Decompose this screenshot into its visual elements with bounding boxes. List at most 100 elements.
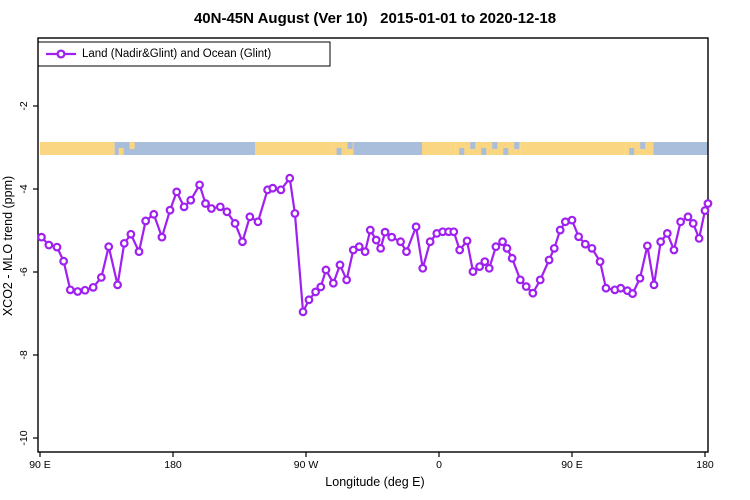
data-point-marker [172, 187, 182, 197]
data-point-marker [360, 247, 370, 257]
data-point-marker [380, 227, 390, 237]
data-point-marker [245, 212, 255, 222]
data-point-marker [396, 237, 405, 247]
surface-band-speck-ocean [459, 148, 465, 155]
data-point-marker [649, 280, 659, 290]
data-point-marker [371, 235, 381, 245]
data-point-marker [321, 265, 331, 275]
data-point-marker [468, 267, 478, 276]
data-point-marker [119, 238, 129, 248]
data-point-marker [276, 185, 286, 195]
surface-band-speck-ocean [514, 142, 520, 149]
surface-band-speck-land [118, 148, 124, 155]
data-point-marker [96, 272, 106, 282]
chart-title: 40N-45N August (Ver 10) 2015-01-01 to 20… [193, 10, 557, 27]
data-point-marker [44, 240, 54, 250]
data-point-marker [222, 207, 232, 217]
data-point-marker [703, 199, 713, 208]
data-point-marker [201, 199, 210, 208]
data-point-marker [238, 237, 247, 247]
surface-band-speck-ocean [347, 142, 353, 149]
data-point-marker [165, 205, 175, 215]
data-point-marker [311, 287, 321, 297]
x-axis-label: Longitude (deg E) [325, 475, 425, 489]
surface-band-speck-ocean [492, 142, 498, 149]
data-point-marker [521, 282, 531, 291]
data-point-marker [215, 202, 225, 212]
x-tick-label: 180 [696, 459, 714, 471]
data-point-marker [354, 242, 364, 252]
data-point-marker [104, 242, 114, 252]
data-point-marker [73, 287, 83, 296]
data-point-marker [683, 212, 693, 222]
data-point-marker [642, 241, 652, 251]
data-point-marker [567, 215, 577, 225]
surface-band-speck-ocean [336, 148, 342, 155]
data-point-marker [268, 183, 278, 193]
data-point-marker [484, 263, 494, 273]
surface-band-segment-land [255, 142, 333, 155]
surface-band-segment-land [422, 142, 456, 155]
data-point-marker [676, 217, 686, 227]
data-point-marker [656, 237, 666, 247]
data-point-marker [480, 257, 490, 267]
data-point-marker [515, 275, 525, 285]
surface-band-segment-land [455, 142, 521, 155]
data-point-marker [80, 285, 90, 295]
legend-label: Land (Nadir&Glint) and Ocean (Glint) [82, 47, 272, 60]
surface-band-segment-ocean [353, 142, 423, 155]
plot-border [37, 37, 709, 453]
data-point-marker [555, 225, 565, 235]
data-point-marker [544, 255, 554, 265]
surface-band-speck-ocean [503, 148, 509, 155]
data-point-marker [328, 278, 338, 288]
data-point-marker [376, 243, 386, 253]
data-point-marker [342, 275, 352, 285]
data-point-marker [507, 253, 517, 263]
data-point-marker [195, 180, 205, 190]
data-point-marker [230, 219, 240, 228]
y-tick-label: -2 [18, 101, 30, 110]
data-point-marker [253, 217, 263, 227]
surface-band-segment-land [520, 142, 626, 155]
data-point-marker [669, 245, 679, 255]
data-point-marker [700, 206, 710, 215]
data-point-marker [491, 242, 501, 252]
data-point-marker [149, 209, 159, 219]
surface-band-segment-ocean [140, 142, 256, 155]
data-point-marker [316, 282, 326, 292]
surface-band-segment-ocean [653, 142, 708, 155]
y-tick-label: -10 [18, 430, 30, 445]
x-tick-label: 180 [164, 459, 182, 471]
data-point-marker [65, 285, 75, 295]
data-point-marker [186, 195, 196, 205]
data-point-marker [285, 173, 295, 183]
data-point-marker [688, 219, 698, 228]
y-axis-label: XCO2 - MLO trend (ppm) [1, 175, 15, 317]
data-point-marker [595, 257, 605, 267]
surface-band-speck-land [129, 142, 135, 149]
legend-box [37, 41, 331, 67]
data-point-marker [37, 232, 46, 242]
data-point-marker [528, 288, 538, 298]
data-point-marker [425, 237, 435, 247]
data-point-marker [207, 204, 216, 213]
data-point-marker [502, 243, 512, 253]
data-point-marker [455, 245, 465, 255]
data-point-marker [365, 225, 375, 235]
data-point-marker [113, 280, 122, 290]
data-point-marker [549, 243, 559, 253]
data-point-marker [126, 229, 136, 239]
x-tick-label: 0 [436, 459, 442, 471]
data-point-marker [418, 263, 428, 273]
surface-band-segment-land [40, 142, 115, 155]
data-point-marker [88, 282, 98, 292]
y-tick-label: -4 [18, 184, 30, 193]
y-tick-label: -8 [18, 350, 30, 359]
data-point-marker [179, 202, 189, 212]
data-point-marker [402, 247, 411, 257]
data-point-marker [304, 295, 314, 305]
data-point-marker [411, 222, 421, 232]
data-point-marker [157, 232, 167, 242]
